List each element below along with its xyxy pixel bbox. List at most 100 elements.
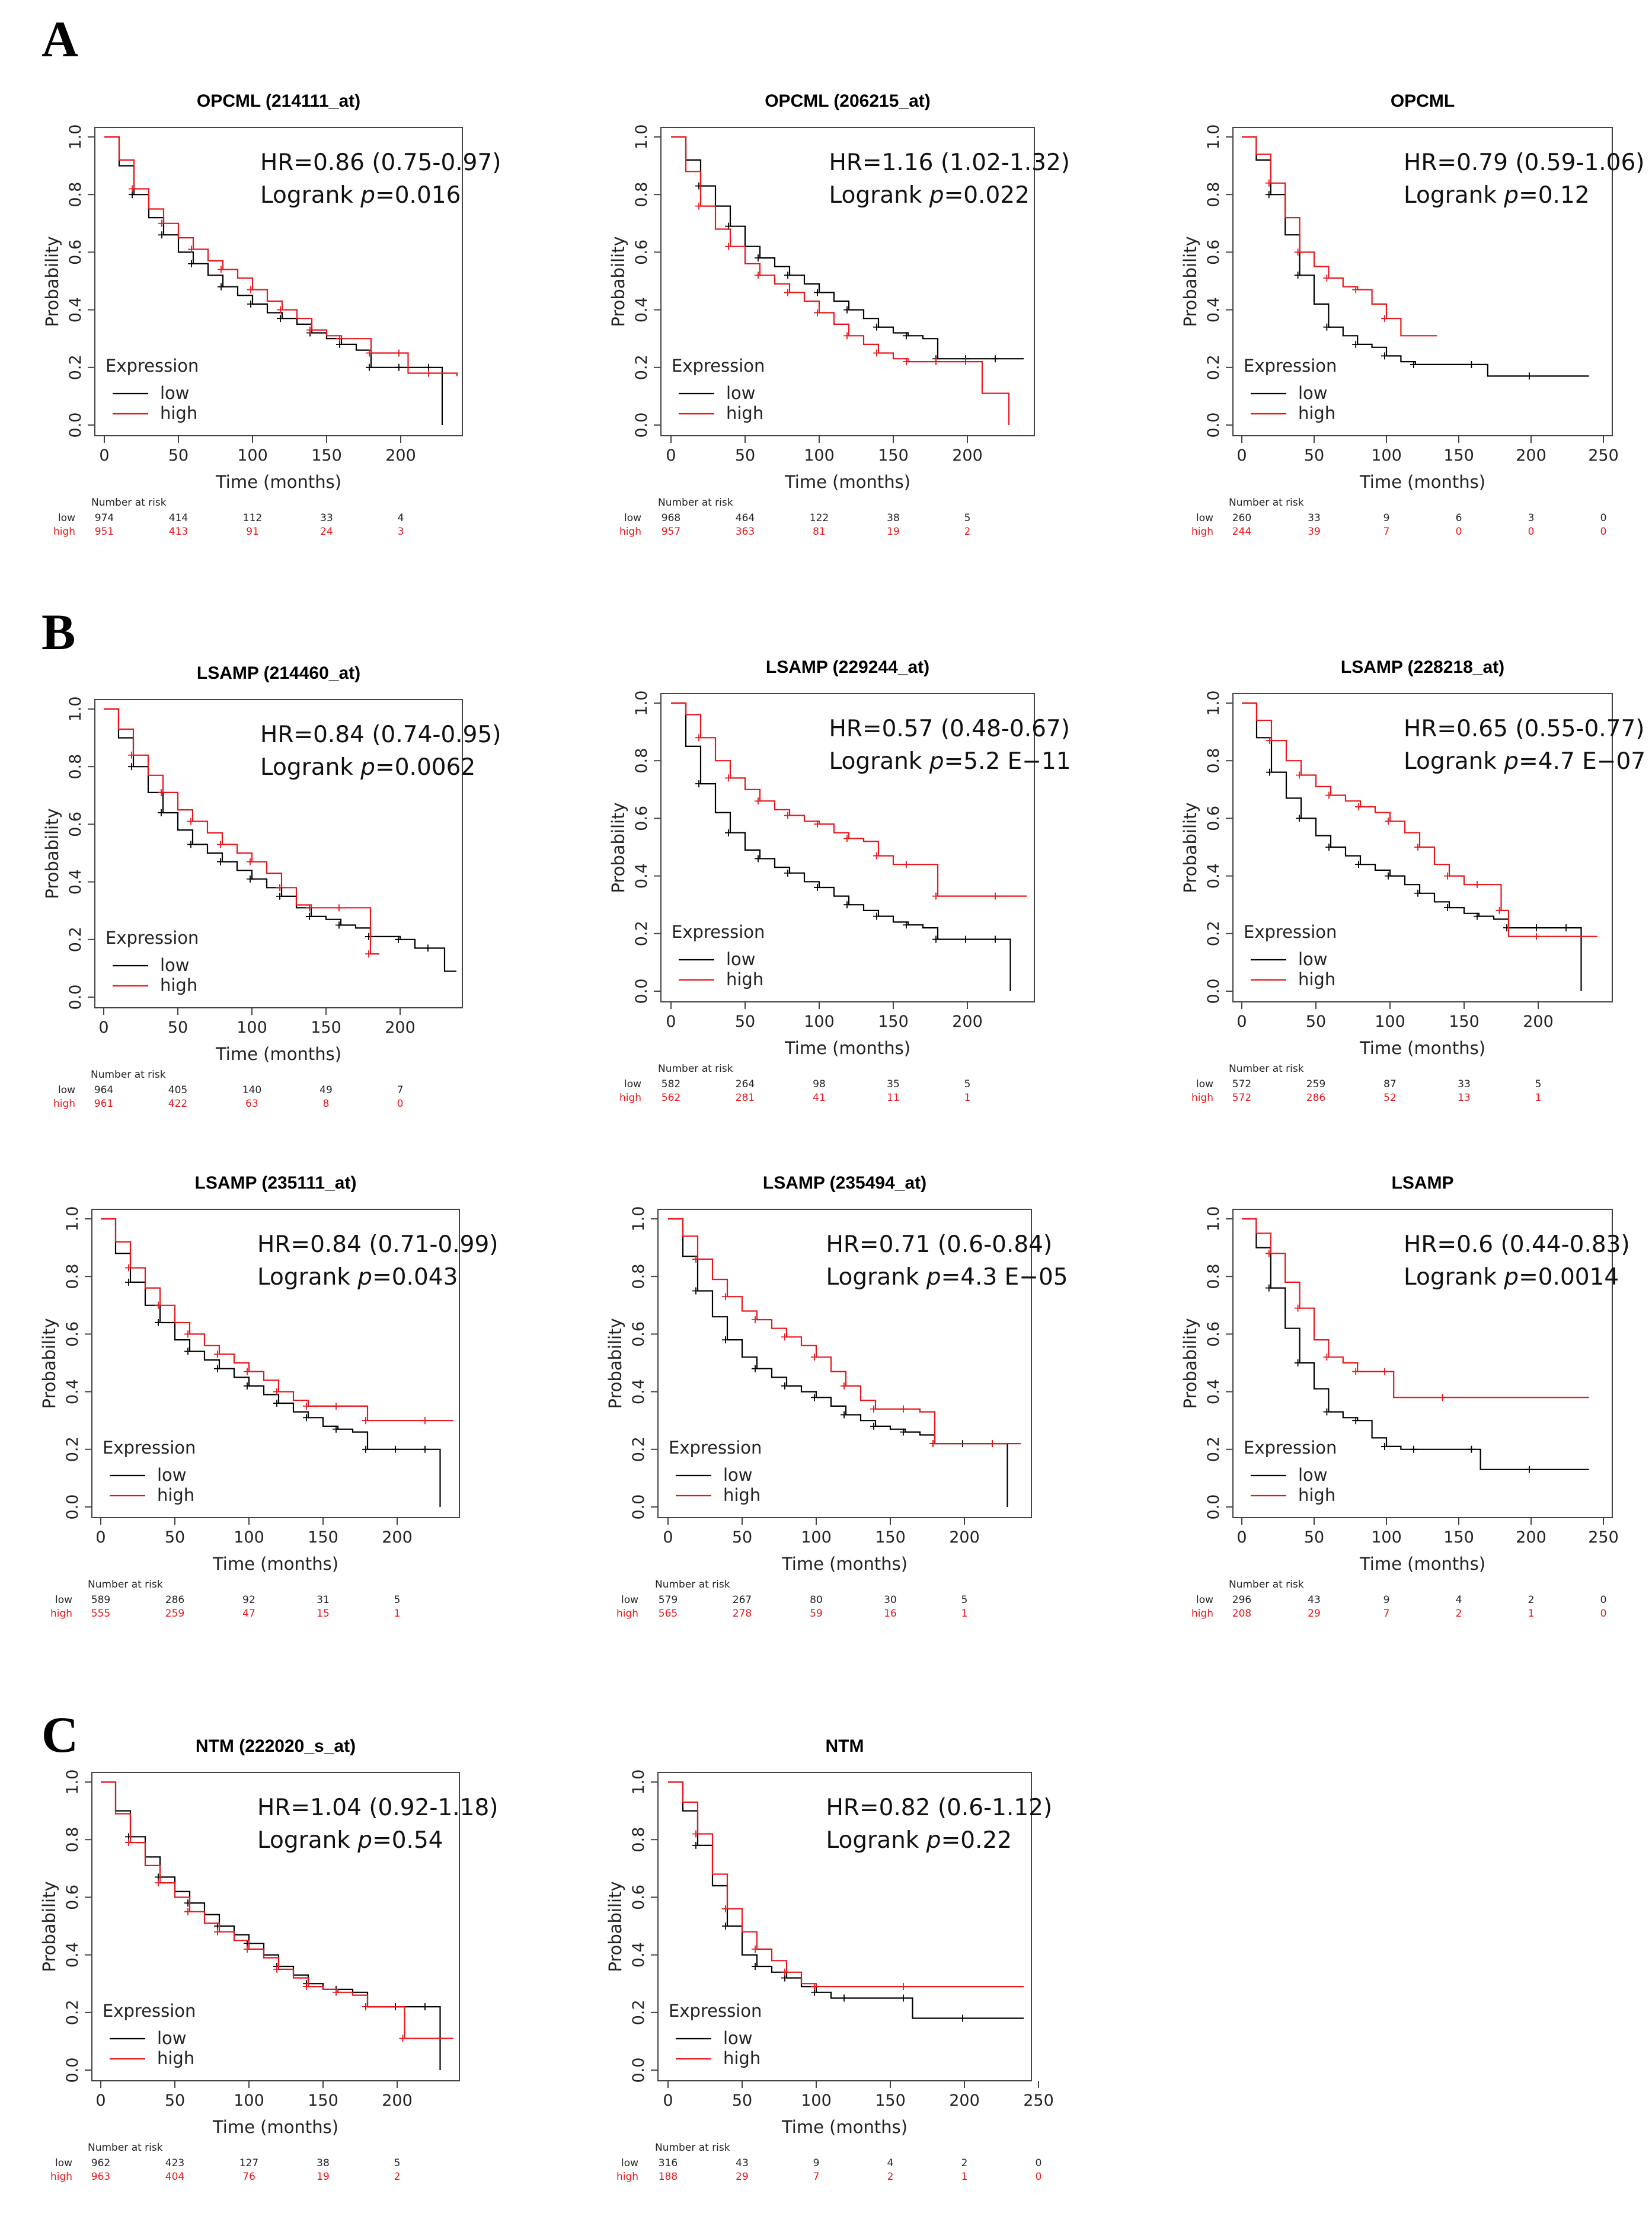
censor-mark-high <box>244 1368 251 1375</box>
p-symbol: p <box>926 1264 941 1291</box>
risk-value-high: 81 <box>813 526 826 538</box>
x-tick-label: 150 <box>1443 446 1474 465</box>
risk-value-high: 562 <box>662 1092 680 1104</box>
risk-value-high: 16 <box>884 1608 897 1620</box>
censor-mark-high <box>306 904 313 912</box>
number-at-risk-label: Number at risk <box>91 1069 166 1081</box>
y-axis-label: Probability <box>605 1318 625 1409</box>
legend-label-high: high <box>160 403 197 423</box>
censor-mark-high <box>421 1417 429 1425</box>
censor-mark-high <box>1381 1368 1388 1375</box>
number-at-risk-label: Number at risk <box>655 1579 730 1591</box>
censor-mark-high <box>1323 1353 1331 1361</box>
km-chart-10: NTM (222020_s_at) 0.0 0.2 0.4 0.6 0.8 1.0 Proba… <box>39 1736 499 2183</box>
censor-mark-high <box>273 1388 280 1395</box>
censor-mark-low <box>1266 768 1273 776</box>
risk-row-label-high: high <box>53 1098 75 1110</box>
censor-mark-high <box>362 2003 369 2011</box>
y-axis-label: Probability <box>39 1318 59 1409</box>
x-tick-label: 200 <box>382 2091 413 2110</box>
risk-value-high: 19 <box>317 2171 330 2183</box>
risk-value-high: 413 <box>169 526 188 538</box>
y-tick-label: 1.0 <box>1204 691 1223 716</box>
x-tick-label: 50 <box>1306 1013 1326 1031</box>
y-tick-label: 0.4 <box>632 297 651 322</box>
risk-value-low: 33 <box>320 512 333 524</box>
chart-title: OPCML (214111_at) <box>197 91 360 111</box>
logrank-p: Logrank p=0.22 <box>826 1827 1012 1854</box>
x-tick-label: 100 <box>237 446 268 465</box>
legend-label-low: low <box>157 1465 187 1485</box>
censor-mark-high <box>1414 844 1421 851</box>
risk-row-label-high: high <box>619 1092 641 1104</box>
legend-title: Expression <box>106 356 199 376</box>
logrank-p: Logrank p=0.043 <box>257 1264 458 1291</box>
risk-row-label-low: low <box>1196 512 1213 524</box>
y-tick-label: 0.0 <box>1204 1494 1223 1520</box>
legend-title: Expression <box>103 1438 196 1458</box>
censor-mark-low <box>841 1411 848 1419</box>
censor-mark-low <box>217 858 224 866</box>
y-tick-label: 0.8 <box>1204 1264 1223 1289</box>
legend-label-high: high <box>157 1485 194 1505</box>
legend-label-high: high <box>1298 1485 1335 1505</box>
x-tick-label: 0 <box>1236 1013 1247 1031</box>
risk-value-low: 316 <box>659 2157 678 2169</box>
y-axis-label: Probability <box>39 1881 59 1972</box>
censor-mark-high <box>811 1983 818 1991</box>
risk-row-label-low: low <box>621 1594 638 1606</box>
risk-row-label-high: high <box>50 2171 72 2183</box>
y-tick-label: 0.4 <box>66 297 85 322</box>
legend-label-low: low <box>723 2028 753 2048</box>
risk-row-label-high: high <box>1191 1608 1213 1620</box>
risk-value-high: 29 <box>1308 1608 1321 1620</box>
censor-mark-high <box>158 788 165 796</box>
censor-mark-low <box>333 1425 340 1433</box>
risk-value-high: 1 <box>394 1608 401 1620</box>
y-tick-label: 0.0 <box>1204 413 1223 438</box>
censor-mark-low <box>273 1400 280 1407</box>
y-tick-label: 0.8 <box>630 1827 648 1853</box>
plot-frame <box>94 127 463 436</box>
censor-mark-low <box>755 254 762 262</box>
y-tick-label: 0.8 <box>632 748 651 774</box>
censor-mark-low <box>1323 323 1331 331</box>
risk-value-high: 1 <box>961 2171 968 2183</box>
risk-value-low: 9 <box>813 2157 820 2169</box>
censor-mark-high <box>784 812 791 819</box>
x-tick-label: 0 <box>666 446 676 465</box>
risk-value-high: 555 <box>91 1608 110 1620</box>
censor-mark-high <box>1296 771 1303 779</box>
risk-value-high: 63 <box>245 1098 258 1110</box>
panel-letter-b: B <box>41 603 75 660</box>
risk-value-low: 5 <box>394 2157 401 2169</box>
risk-value-high: 961 <box>94 1098 113 1110</box>
x-tick-label: 200 <box>1523 1013 1554 1031</box>
censor-mark-high <box>218 266 225 273</box>
x-axis-label: Time (months) <box>1359 472 1485 492</box>
number-at-risk-label: Number at risk <box>1229 1063 1304 1075</box>
censor-mark-low <box>421 1445 429 1453</box>
risk-value-high: 7 <box>1383 1608 1390 1620</box>
risk-row-label-low: low <box>624 1078 641 1090</box>
risk-value-high: 0 <box>1600 526 1607 538</box>
risk-row-label-low: low <box>1196 1078 1213 1090</box>
censor-mark-high <box>336 335 343 343</box>
km-chart-6: LSAMP (228218_at) 0.0 0.2 0.4 0.6 0.8 1.0 Proba… <box>1180 657 1645 1104</box>
censor-mark-low <box>125 1278 132 1286</box>
risk-row-label-high: high <box>1191 1092 1213 1104</box>
risk-value-low: 35 <box>887 1078 900 1090</box>
risk-value-low: 582 <box>662 1078 680 1090</box>
hazard-ratio: HR=0.65 (0.55-0.77) <box>1404 716 1645 742</box>
censor-mark-high <box>1265 1250 1273 1257</box>
risk-value-high: 957 <box>662 526 680 538</box>
number-at-risk-label: Number at risk <box>655 2142 730 2154</box>
y-axis-label: Probability <box>1180 236 1200 327</box>
censor-mark-high <box>244 1945 251 1953</box>
risk-value-high: 24 <box>320 526 333 538</box>
y-tick-label: 1.0 <box>66 697 85 722</box>
censor-mark-high <box>784 289 791 296</box>
risk-row-label-low: low <box>55 1594 72 1606</box>
km-curve-low <box>101 1781 441 2070</box>
risk-value-high: 188 <box>659 2171 678 2183</box>
